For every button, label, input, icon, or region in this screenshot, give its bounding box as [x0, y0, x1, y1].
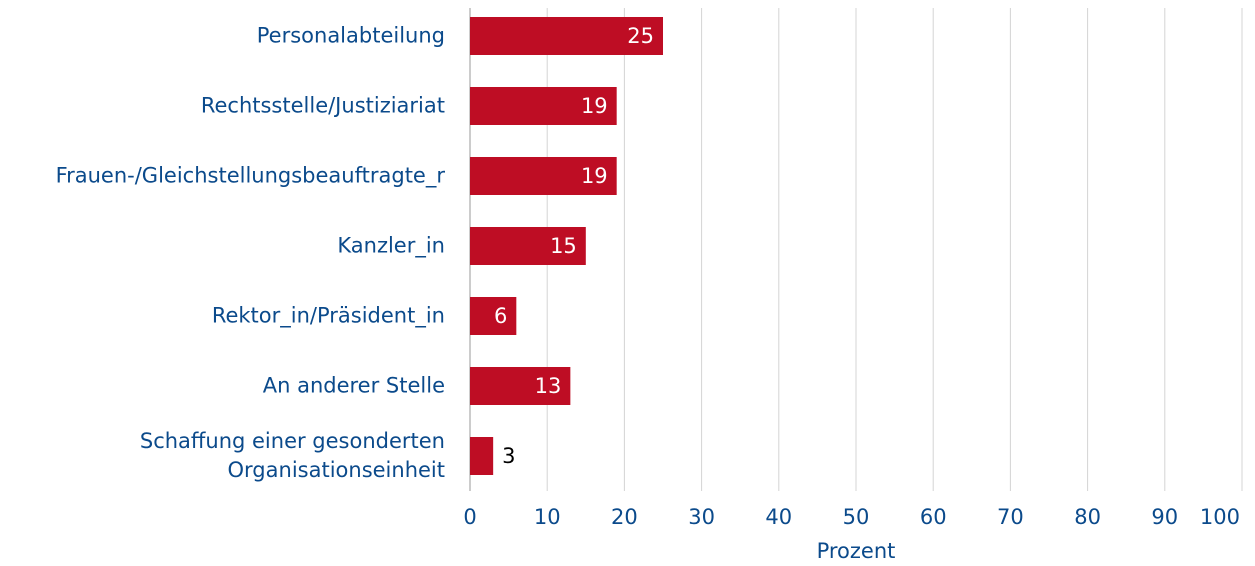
- y-tick-label: Schaffung einer gesonderten Organisation…: [139, 429, 445, 482]
- x-tick-label: 40: [765, 505, 792, 529]
- x-tick-label: 20: [611, 505, 638, 529]
- x-axis-label: Prozent: [817, 539, 896, 563]
- y-tick-label: Personalabteilung: [256, 23, 445, 48]
- x-tick-label: 70: [997, 505, 1024, 529]
- bar: [470, 297, 517, 335]
- bar: [470, 227, 586, 265]
- bar: [470, 437, 494, 475]
- value-label: 25: [627, 24, 654, 48]
- x-tick-label: 60: [920, 505, 947, 529]
- bar: [470, 17, 663, 55]
- y-tick-label: Kanzler_in: [337, 233, 445, 258]
- bar: [470, 87, 617, 125]
- value-label: 6: [494, 304, 507, 328]
- value-label: 3: [502, 444, 515, 468]
- bar: [470, 367, 571, 405]
- value-label: 19: [581, 94, 608, 118]
- y-tick-label: Rechtsstelle/Justiziariat: [200, 93, 445, 118]
- x-tick-label: 90: [1151, 505, 1178, 529]
- y-tick-label: An anderer Stelle: [262, 373, 445, 398]
- value-label: 15: [550, 234, 577, 258]
- x-tick-label: 30: [688, 505, 715, 529]
- value-label: 19: [581, 164, 608, 188]
- x-tick-label: 100: [1200, 505, 1240, 529]
- x-tick-label: 80: [1074, 505, 1101, 529]
- y-tick-label: Rektor_in/Präsident_in: [211, 303, 445, 328]
- bar: [470, 157, 617, 195]
- value-label: 13: [535, 374, 562, 398]
- y-tick-label: Frauen-/Gleichstellungsbeauftragte_r: [55, 163, 445, 188]
- x-tick-label: 10: [534, 505, 561, 529]
- x-tick-label: 0: [463, 505, 476, 529]
- x-tick-label: 50: [843, 505, 870, 529]
